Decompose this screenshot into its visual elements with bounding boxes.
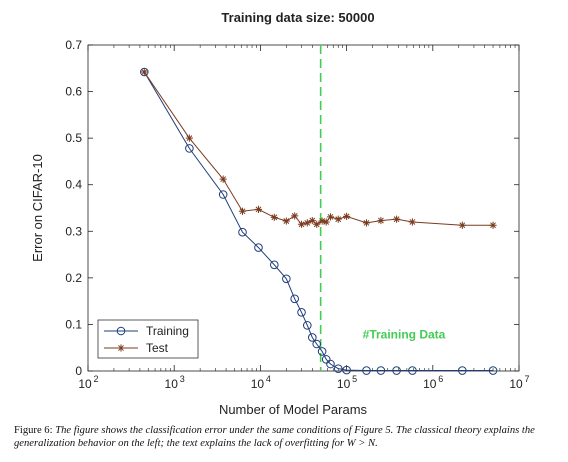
training-point (317, 347, 327, 356)
x-tick-exponent: 4 (266, 374, 271, 384)
training-point (458, 366, 467, 375)
y-tick-label: 0.4 (65, 178, 82, 192)
training-point (362, 366, 371, 375)
test-point (219, 175, 227, 183)
chart-title: Training data size: 50000 (221, 10, 374, 25)
series-training-line (143, 71, 494, 372)
test-point (313, 220, 321, 228)
training-point (297, 308, 306, 317)
test-point (377, 216, 385, 225)
test-point (408, 218, 417, 226)
x-tick-exponent: 2 (93, 374, 98, 384)
test-point (254, 205, 263, 213)
legend: Training Test (97, 319, 199, 359)
test-point (489, 221, 497, 229)
chart: Training data size: 50000 0 0.1 0.2 0.3 0.4 0… (30, 10, 530, 417)
x-tick-exponent: 5 (352, 374, 357, 384)
test-point (270, 213, 278, 221)
training-point (408, 366, 417, 375)
training-point (312, 339, 322, 349)
training-point (218, 190, 228, 199)
x-tick-label: 10 (165, 377, 179, 391)
axis-ticks: 00.10.20.30.40.50.60.710 2 10 3 10 4 10 5 10 6 10 7 (65, 38, 529, 391)
x-tick-exponent: 6 (438, 374, 443, 384)
test-point (318, 217, 326, 225)
annotation-label: #Training Data (363, 327, 446, 341)
training-point (140, 67, 149, 77)
x-tick-label: 10 (251, 377, 265, 391)
legend-test-marker (117, 344, 125, 352)
test-point (308, 216, 316, 225)
test-point (303, 219, 311, 227)
y-tick-label: 0.2 (65, 271, 82, 285)
test-point (282, 217, 290, 225)
test-point (291, 212, 299, 220)
training-point (238, 227, 247, 237)
legend-training-label: Training (146, 324, 189, 338)
x-tick-label: 10 (78, 377, 92, 391)
x-axis-label: Number of Model Params (219, 402, 368, 417)
training-point (254, 243, 263, 252)
x-tick-exponent: 7 (524, 374, 529, 384)
x-tick-exponent: 3 (180, 374, 185, 384)
test-point (362, 219, 371, 227)
legend-box (97, 319, 199, 359)
training-point (488, 366, 498, 375)
y-tick-label: 0.1 (65, 317, 82, 331)
caption-body: The figure shows the classification erro… (14, 425, 535, 449)
training-point (376, 366, 386, 375)
test-point (185, 134, 193, 142)
training-point (307, 333, 317, 342)
figure-caption: Figure 6: The figure shows the classific… (14, 424, 560, 450)
test-point (140, 68, 148, 76)
training-point (282, 274, 291, 284)
training-point (392, 366, 401, 375)
test-point (322, 218, 330, 226)
test-point (326, 213, 335, 221)
training-point (321, 355, 331, 364)
x-tick-label: 10 (423, 377, 437, 391)
y-axis-label: Error on CIFAR-10 (30, 154, 45, 262)
legend-test-star (117, 344, 125, 352)
test-point (458, 221, 466, 229)
training-point (326, 359, 335, 369)
test-point (238, 207, 247, 215)
test-point (334, 215, 342, 223)
training-point (342, 365, 351, 375)
training-point (270, 260, 279, 270)
training-point (185, 144, 194, 153)
y-tick-label: 0 (75, 364, 82, 378)
x-tick-label: 10 (337, 377, 351, 391)
training-point (290, 294, 300, 304)
training-point (302, 321, 312, 330)
test-point (392, 215, 401, 223)
training-point (333, 364, 343, 373)
test-point (297, 220, 306, 228)
y-tick-label: 0.7 (65, 38, 82, 52)
y-tick-label: 0.3 (65, 224, 82, 238)
annotation-group: #Training Data (319, 45, 446, 371)
y-tick-label: 0.5 (65, 131, 82, 145)
caption-lead: Figure 6: (14, 425, 53, 436)
y-tick-label: 0.6 (65, 85, 82, 99)
test-point (343, 212, 351, 220)
legend-test-label: Test (146, 341, 169, 355)
series-layer (140, 67, 498, 375)
x-tick-label: 10 (509, 377, 523, 391)
legend-training-marker (116, 326, 126, 336)
